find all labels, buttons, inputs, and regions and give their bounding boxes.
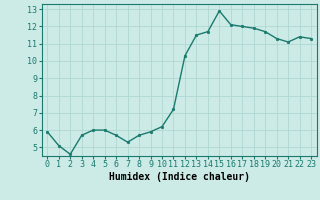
X-axis label: Humidex (Indice chaleur): Humidex (Indice chaleur) (109, 172, 250, 182)
